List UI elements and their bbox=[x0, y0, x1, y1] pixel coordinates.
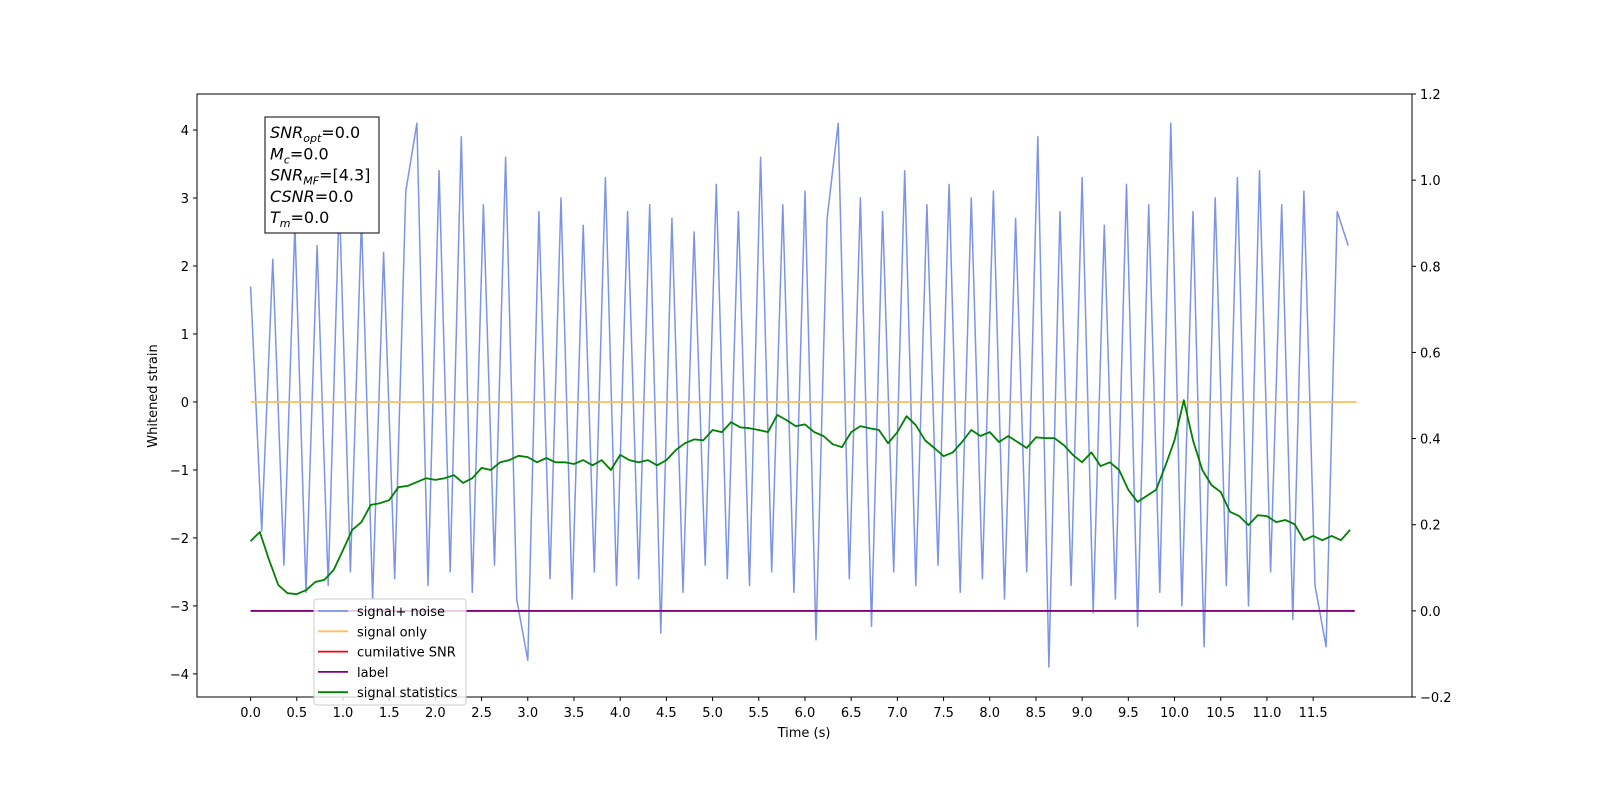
annotation-name: T bbox=[270, 208, 281, 227]
x-tick-label: 4.0 bbox=[610, 706, 631, 721]
annotation-line: Tm=0.0 bbox=[270, 208, 329, 230]
y-tick-label: −1 bbox=[170, 464, 189, 479]
x-tick-label: 6.5 bbox=[841, 706, 862, 721]
legend-label: signal+ noise bbox=[357, 605, 445, 620]
x-tick-label: 3.5 bbox=[564, 706, 585, 721]
x-axis-label: Time (s) bbox=[777, 726, 831, 741]
annotation-value: =0.0 bbox=[291, 208, 330, 227]
annotation-value: =0.0 bbox=[315, 187, 354, 206]
x-tick-label: 10.0 bbox=[1160, 706, 1189, 721]
x-tick-label: 3.0 bbox=[517, 706, 538, 721]
x-tick-label: 2.0 bbox=[425, 706, 446, 721]
x-tick-label: 11.0 bbox=[1252, 706, 1281, 721]
annotation-subscript: c bbox=[284, 153, 290, 166]
legend-label: cumilative SNR bbox=[357, 646, 456, 661]
annotation-name: SNR bbox=[270, 123, 303, 142]
y-tick-label: 3 bbox=[181, 192, 189, 207]
y-tick-label: −4 bbox=[170, 668, 189, 683]
x-tick-label: 4.5 bbox=[656, 706, 677, 721]
y-tick-label: 1 bbox=[181, 328, 189, 343]
annotation-box bbox=[264, 116, 380, 234]
x-tick-label: 8.0 bbox=[979, 706, 1000, 721]
x-tick-label: 9.5 bbox=[1118, 706, 1139, 721]
x-tick-label: 9.0 bbox=[1072, 706, 1093, 721]
y-tick-label: −3 bbox=[170, 600, 189, 615]
legend-label: label bbox=[357, 666, 388, 681]
x-tick-label: 5.0 bbox=[702, 706, 723, 721]
annotation-subscript: m bbox=[280, 217, 291, 230]
x-tick-label: 10.5 bbox=[1206, 706, 1235, 721]
annotation-subscript: MF bbox=[303, 175, 319, 188]
y2-tick-label: 1.2 bbox=[1420, 88, 1441, 103]
y-axis-label: Whitened strain bbox=[146, 344, 161, 447]
y2-tick-label: 0.0 bbox=[1420, 605, 1441, 620]
legend-label: signal statistics bbox=[357, 686, 458, 701]
y2-tick-label: 1.0 bbox=[1420, 174, 1441, 189]
x-tick-label: 8.5 bbox=[1026, 706, 1047, 721]
y-tick-label: −2 bbox=[170, 532, 189, 547]
x-tick-label: 6.0 bbox=[795, 706, 816, 721]
x-tick-label: 7.5 bbox=[933, 706, 954, 721]
x-tick-label: 2.5 bbox=[471, 706, 492, 721]
annotation-value: =[4.3] bbox=[319, 166, 370, 185]
annotation-subscript: opt bbox=[303, 132, 322, 145]
annotation-line: SNRopt=0.0 bbox=[270, 123, 360, 145]
y2-tick-label: 0.8 bbox=[1420, 260, 1441, 275]
x-tick-label: 1.5 bbox=[379, 706, 400, 721]
x-tick-label: 11.5 bbox=[1299, 706, 1328, 721]
y-tick-label: 2 bbox=[181, 260, 189, 275]
y-tick-label: 4 bbox=[181, 124, 189, 139]
x-tick-label: 1.0 bbox=[333, 706, 354, 721]
annotation-line: CSNR=0.0 bbox=[270, 187, 354, 206]
y2-tick-label: 0.4 bbox=[1420, 433, 1441, 448]
legend-box bbox=[313, 598, 467, 706]
series-line bbox=[249, 122, 1349, 668]
x-tick-label: 0.5 bbox=[286, 706, 307, 721]
x-tick-label: 0.0 bbox=[240, 706, 261, 721]
y2-tick-label: −0.2 bbox=[1420, 691, 1452, 706]
annotation-value: =0.0 bbox=[290, 144, 329, 163]
annotation-name: M bbox=[270, 144, 284, 163]
y2-tick-label: 0.6 bbox=[1420, 346, 1441, 361]
annotation-line: SNRMF=[4.3] bbox=[270, 166, 370, 188]
series-line bbox=[249, 399, 1351, 595]
legend-label: signal only bbox=[357, 625, 427, 640]
annotation-value: =0.0 bbox=[321, 123, 360, 142]
annotation-line: Mc=0.0 bbox=[270, 144, 329, 166]
x-tick-label: 7.0 bbox=[887, 706, 908, 721]
plot-area bbox=[249, 122, 1357, 668]
y-tick-label: 0 bbox=[181, 396, 189, 411]
y2-tick-label: 0.2 bbox=[1420, 519, 1441, 534]
annotation-name: CSNR bbox=[270, 187, 315, 206]
annotation-name: SNR bbox=[270, 166, 303, 185]
x-tick-label: 5.5 bbox=[748, 706, 769, 721]
